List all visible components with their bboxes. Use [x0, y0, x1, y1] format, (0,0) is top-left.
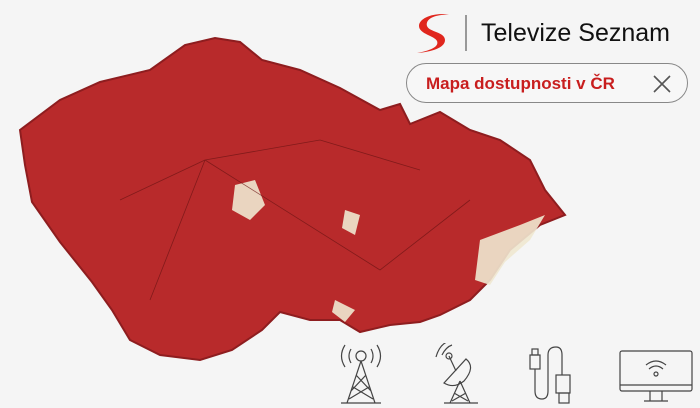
uncovered-area	[232, 180, 545, 322]
map-title-panel: Mapa dostupnosti v ČR	[406, 63, 688, 103]
road-network	[119, 139, 471, 301]
smart-tv-icon	[619, 350, 693, 402]
brand-header: Televize Seznam	[415, 12, 670, 54]
brand-name: Televize Seznam	[481, 18, 670, 47]
usb-cable-icon	[529, 346, 571, 404]
satellite-dish-icon	[435, 343, 478, 404]
panel-title: Mapa dostupnosti v ČR	[426, 74, 615, 93]
seznam-logo-icon	[417, 14, 449, 53]
broadcast-tower-icon	[340, 344, 382, 404]
close-icon[interactable]	[651, 73, 673, 95]
brand-divider	[465, 15, 467, 51]
